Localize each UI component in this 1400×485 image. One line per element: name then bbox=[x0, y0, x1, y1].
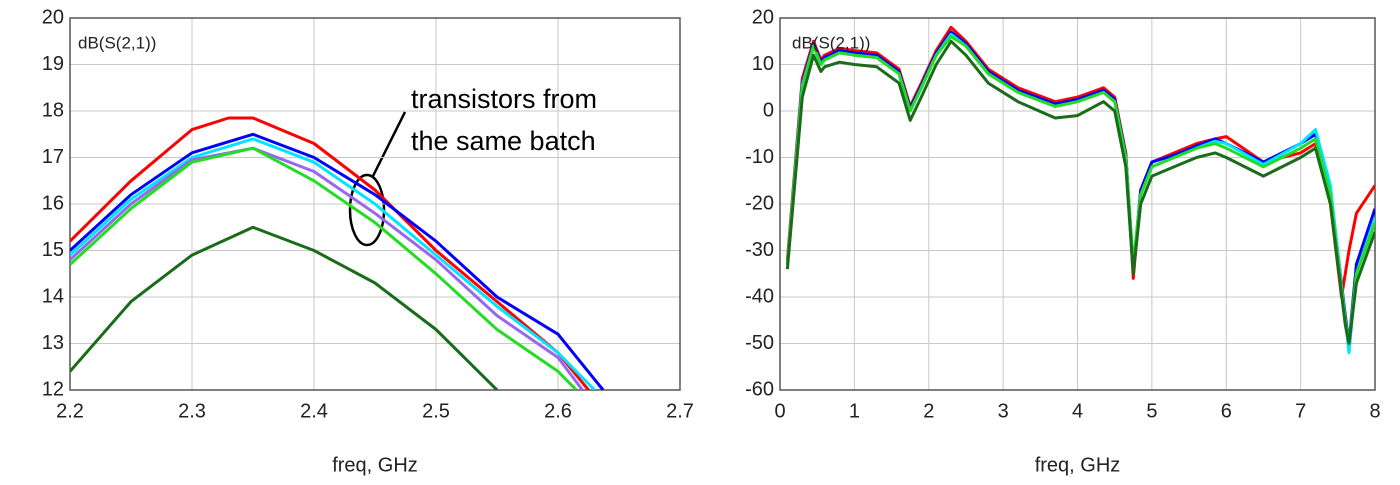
x-tick-label: 0 bbox=[774, 400, 785, 422]
series-line bbox=[70, 137, 596, 390]
x-tick-label: 2.7 bbox=[666, 400, 694, 422]
annotation-arrow bbox=[371, 111, 407, 177]
plot-frame bbox=[69, 17, 681, 391]
y-tick-label: 12 bbox=[42, 378, 64, 400]
annotation: transistors from bbox=[411, 84, 597, 114]
y-tick-label: -10 bbox=[745, 146, 774, 168]
y-tick-label: -50 bbox=[745, 332, 774, 354]
y-tick-label: -60 bbox=[745, 378, 774, 400]
trace-label: dB(S(2,1)) bbox=[78, 33, 156, 52]
y-tick-label: -30 bbox=[745, 239, 774, 261]
series-line bbox=[785, 32, 1375, 355]
plot-lines bbox=[70, 116, 605, 390]
x-tick-label: 2.6 bbox=[544, 400, 572, 422]
y-tick-label: 20 bbox=[752, 6, 774, 28]
x-axis-label: freq, GHz bbox=[1035, 454, 1121, 476]
plot-frame bbox=[779, 17, 1376, 391]
x-tick-label: 1 bbox=[849, 400, 860, 422]
y-tick-label: 14 bbox=[42, 285, 64, 307]
x-tick-label: 2.3 bbox=[178, 400, 206, 422]
plot-lines bbox=[785, 25, 1375, 355]
trace-label: dB(S(2,1)) bbox=[792, 33, 870, 52]
annotation: the same batch bbox=[411, 126, 596, 156]
x-tick-label: 6 bbox=[1221, 400, 1232, 422]
x-tick-label: 2.4 bbox=[300, 400, 328, 422]
x-tick-label: 3 bbox=[998, 400, 1009, 422]
series-line bbox=[785, 39, 1375, 345]
y-tick-label: 17 bbox=[42, 146, 64, 168]
x-tick-label: 2.5 bbox=[422, 400, 450, 422]
y-tick-label: 10 bbox=[752, 53, 774, 75]
series-line bbox=[70, 146, 584, 390]
y-tick-label: 13 bbox=[42, 332, 64, 354]
y-tick-label: 0 bbox=[763, 99, 774, 121]
y-tick-label: 16 bbox=[42, 192, 64, 214]
y-tick-label: -20 bbox=[745, 192, 774, 214]
x-tick-label: 5 bbox=[1146, 400, 1157, 422]
series-line bbox=[70, 132, 605, 390]
x-tick-label: 4 bbox=[1072, 400, 1083, 422]
y-tick-label: 19 bbox=[42, 53, 64, 75]
y-tick-label: 15 bbox=[42, 239, 64, 261]
y-tick-label: -40 bbox=[745, 285, 774, 307]
series-line bbox=[70, 225, 499, 390]
x-tick-label: 2.2 bbox=[56, 400, 84, 422]
x-tick-label: 2 bbox=[923, 400, 934, 422]
y-tick-label: 20 bbox=[42, 6, 64, 28]
y-tick-label: 18 bbox=[42, 99, 64, 121]
x-tick-label: 7 bbox=[1295, 400, 1306, 422]
series-line bbox=[70, 146, 578, 390]
series-line bbox=[785, 25, 1375, 299]
x-tick-label: 8 bbox=[1369, 400, 1380, 422]
series-line bbox=[785, 35, 1375, 345]
x-axis-label: freq, GHz bbox=[332, 454, 418, 476]
series-line bbox=[70, 116, 590, 390]
